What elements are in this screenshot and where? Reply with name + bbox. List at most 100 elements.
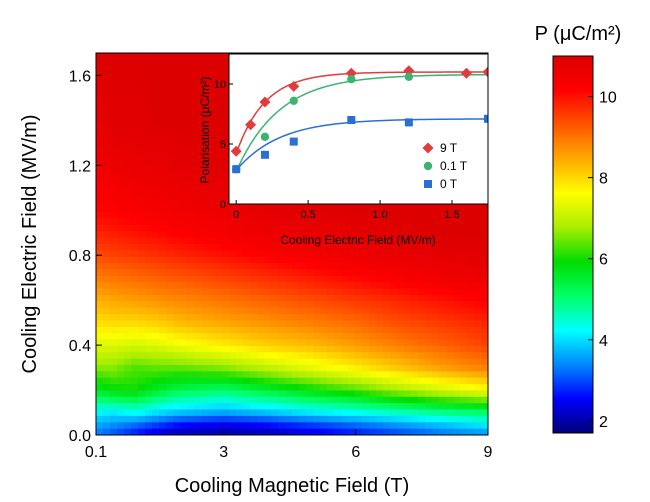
heatmap-cell [313,364,321,372]
heatmap-cell [425,428,433,435]
heatmap-cell [124,154,132,162]
heatmap-cell [348,205,356,213]
heatmap-cell [481,364,488,372]
heatmap-cell [425,263,433,271]
heatmap-cell [145,345,153,353]
heatmap-cell [341,371,349,379]
inset-x-tick-label: 0.5 [300,209,315,221]
heatmap-cell [222,180,230,188]
heatmap-cell [474,320,482,328]
heatmap-cell [467,224,475,232]
heatmap-cell [152,135,160,143]
heatmap-cell [313,390,321,398]
heatmap-cell [166,345,174,353]
heatmap-cell [271,294,279,302]
heatmap-cell [103,103,111,111]
heatmap-cell [124,326,132,334]
heatmap-cell [327,288,335,296]
heatmap-cell [264,275,272,283]
heatmap-cell [110,320,118,328]
heatmap-cell [257,218,265,226]
heatmap-cell [432,345,440,353]
heatmap-cell [103,307,111,315]
heatmap-cell [166,173,174,181]
heatmap-cell [362,269,370,277]
heatmap-cell [159,173,167,181]
heatmap-cell [131,396,139,404]
heatmap-cell [411,269,419,277]
heatmap-cell [110,275,118,283]
heatmap-cell [187,53,195,60]
heatmap-cell [411,244,419,251]
heatmap-cell [439,403,447,411]
heatmap-cell [145,333,153,341]
heatmap-cell [376,294,384,302]
heatmap-cell [152,250,160,258]
heatmap-cell [460,345,468,353]
heatmap-cell [327,422,335,430]
heatmap-cell [222,116,230,124]
heatmap-cell [397,409,405,417]
heatmap-cell [215,91,223,99]
heatmap-cell [173,326,181,334]
heatmap-cell [222,371,230,379]
heatmap-cell [110,307,118,315]
heatmap-cell [138,409,146,417]
heatmap-cell [180,237,188,245]
heatmap-cell [180,377,188,385]
heatmap-cell [229,307,237,315]
heatmap-cell [159,256,167,264]
heatmap-cell [334,326,342,334]
heatmap-cell [103,288,111,296]
heatmap-cell [453,269,461,277]
heatmap-cell [96,358,104,366]
heatmap-cell [131,123,139,130]
heatmap-cell [285,294,293,302]
heatmap-cell [229,218,237,226]
heatmap-cell [446,320,454,328]
heatmap-cell [376,205,384,213]
heatmap-cell [117,59,125,67]
heatmap-cell [390,428,398,435]
heatmap-cell [432,307,440,315]
heatmap-cell [404,422,412,430]
heatmap-cell [222,231,230,239]
heatmap-cell [229,371,237,379]
heatmap-cell [369,212,377,220]
heatmap-cell [404,282,412,290]
heatmap-cell [103,390,111,398]
heatmap-cell [138,84,146,92]
heatmap-cell [187,263,195,271]
heatmap-cell [180,326,188,334]
heatmap-cell [320,352,328,360]
heatmap-cell [425,364,433,372]
heatmap-cell [404,371,412,379]
heatmap-cell [208,161,216,169]
heatmap-cell [159,409,167,417]
heatmap-cell [369,231,377,239]
heatmap-cell [383,212,391,220]
heatmap-cell [278,224,286,232]
heatmap-cell [383,244,391,251]
heatmap-cell [292,250,300,258]
heatmap-cell [348,307,356,315]
heatmap-cell [383,314,391,321]
heatmap-cell [390,282,398,290]
heatmap-cell [355,307,363,315]
heatmap-cell [390,307,398,315]
heatmap-cell [257,384,265,392]
heatmap-cell [229,345,237,353]
heatmap-cell [166,199,174,207]
heatmap-cell [474,244,482,251]
heatmap-cell [138,345,146,353]
heatmap-cell [96,288,104,296]
heatmap-cell [110,72,118,80]
heatmap-cell [117,237,125,245]
heatmap-cell [152,345,160,353]
heatmap-cell [215,263,223,271]
heatmap-cell [481,390,488,398]
heatmap-cell [355,294,363,302]
heatmap-cell [103,275,111,283]
heatmap-cell [397,371,405,379]
heatmap-cell [166,333,174,341]
